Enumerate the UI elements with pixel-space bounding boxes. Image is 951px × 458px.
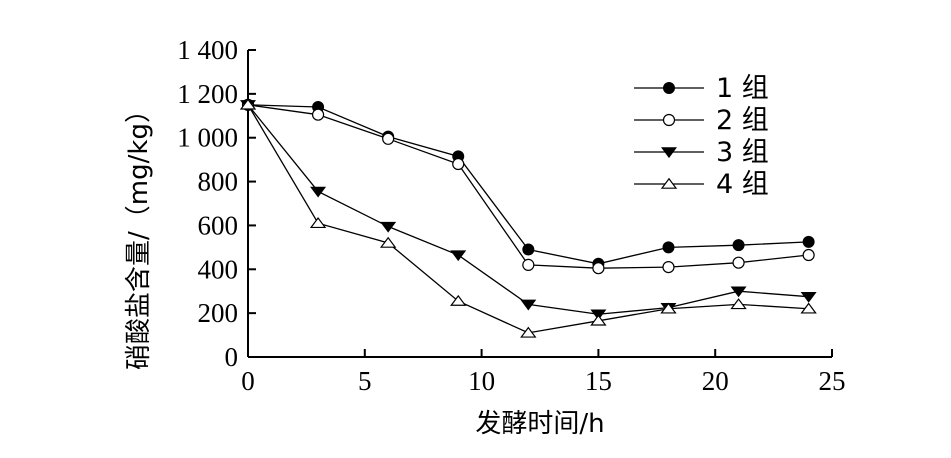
y-tick-label: 600 xyxy=(198,210,239,240)
y-tick-label: 200 xyxy=(198,298,239,328)
legend-item: 3 组 xyxy=(634,137,769,168)
data-point xyxy=(520,299,537,311)
data-point xyxy=(800,302,817,314)
series-group xyxy=(239,98,817,338)
legend-item: 1 组 xyxy=(634,73,769,104)
legend-label: 1 组 xyxy=(716,73,769,104)
x-tick-label: 10 xyxy=(468,366,495,396)
data-point xyxy=(452,157,465,171)
legend-item: 4 组 xyxy=(634,169,769,200)
x-tick-label: 20 xyxy=(702,366,729,396)
data-point xyxy=(660,302,677,314)
data-point xyxy=(522,243,535,256)
y-axis-title: 硝酸盐含量/（mg/kg） xyxy=(124,97,154,370)
legend-label: 3 组 xyxy=(716,137,769,168)
data-point xyxy=(800,291,817,303)
data-point xyxy=(380,221,397,233)
data-point xyxy=(730,286,747,298)
x-tick-label: 5 xyxy=(358,366,372,396)
y-tick-label: 400 xyxy=(198,254,239,284)
data-point xyxy=(239,98,257,110)
x-axis-ticks: 0 5 10 15 20 25 xyxy=(241,349,846,396)
data-point xyxy=(732,256,745,269)
series-4 xyxy=(239,98,817,338)
x-tick-label: 0 xyxy=(241,366,255,396)
data-point xyxy=(660,177,678,189)
data-point xyxy=(522,258,535,271)
data-point xyxy=(592,262,605,275)
data-point xyxy=(450,250,467,262)
legend-item: 2 组 xyxy=(634,105,769,136)
data-point xyxy=(311,108,325,121)
x-tick-label: 15 xyxy=(585,366,612,396)
data-point xyxy=(590,314,607,326)
data-point xyxy=(382,132,395,145)
data-point xyxy=(379,236,397,248)
y-tick-label: 800 xyxy=(198,167,239,197)
data-point xyxy=(663,82,675,94)
y-tick-label: 1 200 xyxy=(177,79,238,109)
legend-label: 2 组 xyxy=(716,105,769,136)
data-point xyxy=(730,298,747,310)
data-point xyxy=(662,113,676,127)
x-tick-label: 25 xyxy=(819,366,846,396)
data-point xyxy=(450,294,467,306)
y-tick-label: 0 xyxy=(225,342,239,372)
y-tick-label: 1 000 xyxy=(177,123,238,153)
data-point xyxy=(520,326,537,338)
x-axis-title: 发酵时间/h xyxy=(475,409,604,439)
data-point xyxy=(309,216,327,229)
y-axis-ticks: 0 200 400 600 800 1 000 1 200 1 400 xyxy=(177,35,256,372)
data-point xyxy=(661,147,677,159)
y-tick-label: 1 400 xyxy=(177,35,238,65)
legend-label: 4 组 xyxy=(716,169,769,200)
data-point xyxy=(732,239,745,252)
data-point xyxy=(802,248,815,262)
data-point xyxy=(802,235,815,248)
legend: 1 组2 组3 组4 组 xyxy=(634,73,769,200)
data-point xyxy=(662,241,675,254)
data-point xyxy=(662,260,675,274)
data-point xyxy=(310,186,327,198)
